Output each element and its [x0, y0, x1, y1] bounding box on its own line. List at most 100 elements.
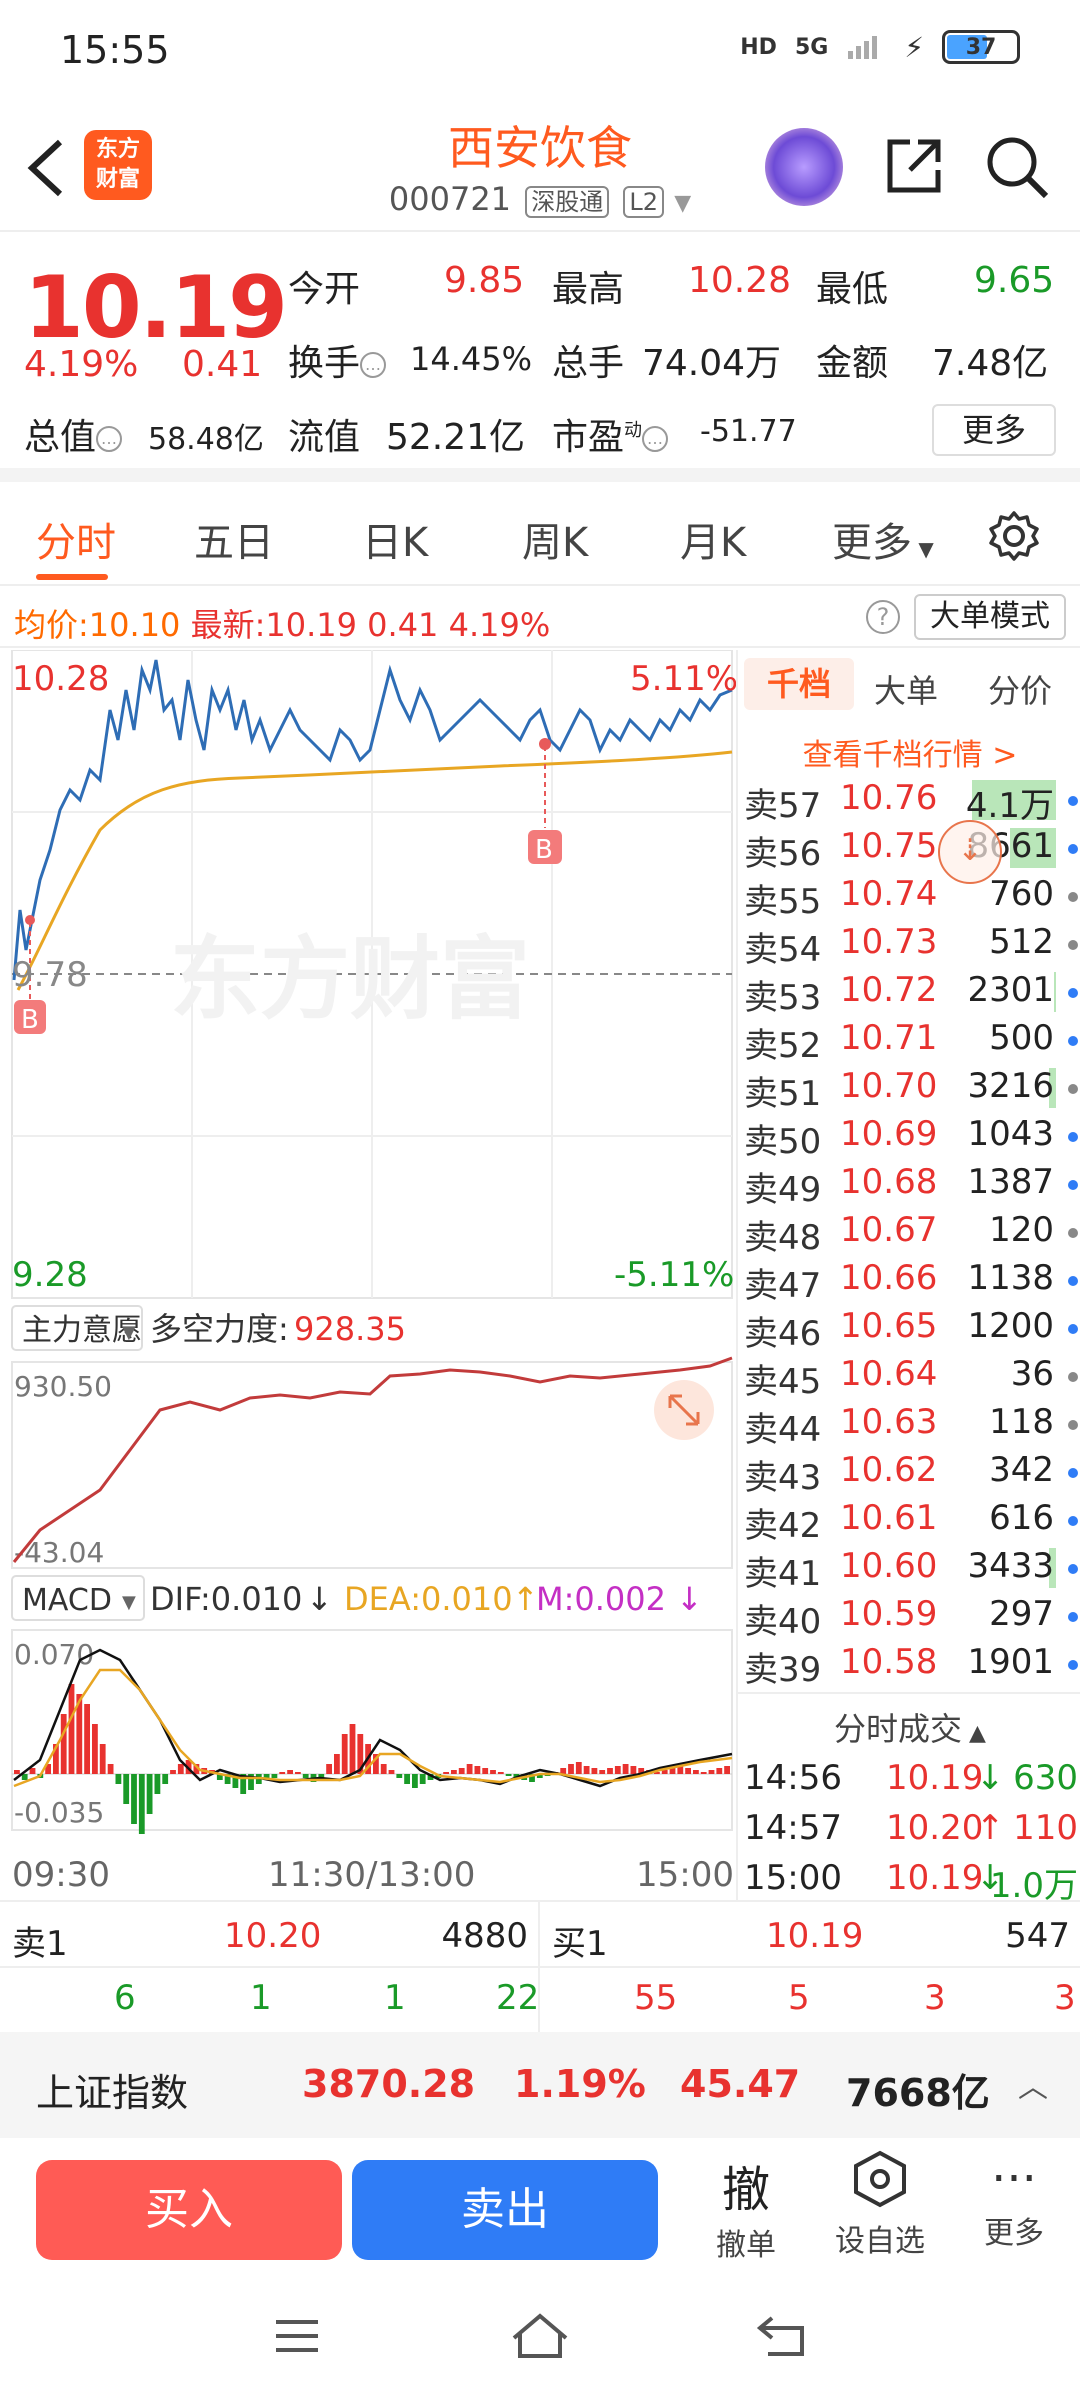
- view-levels-link[interactable]: 查看千档行情 >: [802, 738, 1018, 773]
- buy-marker[interactable]: [528, 830, 562, 864]
- indicator-select[interactable]: [11, 1305, 143, 1351]
- buy-button[interactable]: 买入: [36, 2160, 342, 2260]
- scroll-down-icon[interactable]: ⇣: [938, 820, 1002, 884]
- macd-select[interactable]: [11, 1575, 145, 1621]
- macd-bar: [513, 1774, 520, 1778]
- book-row[interactable]: 卖40 10.59 297: [744, 1594, 1078, 1642]
- cancel-order-button[interactable]: 撤 撤单: [686, 2150, 806, 2264]
- tab-daily-k[interactable]: 日K: [362, 520, 429, 566]
- book-row[interactable]: 卖45 10.64 36: [744, 1354, 1078, 1402]
- book-row[interactable]: 卖56 10.75 8661: [744, 826, 1078, 874]
- market-cap-value: 58.48亿: [148, 422, 264, 457]
- buy1-price: 10.19: [766, 1916, 864, 1956]
- level-dot: [1068, 892, 1078, 902]
- book-row[interactable]: 卖39 10.58 1901: [744, 1642, 1078, 1690]
- book-row[interactable]: 卖53 10.72 2301: [744, 970, 1078, 1018]
- macd-bar: [232, 1774, 239, 1788]
- indicator-max: 930.50: [14, 1370, 112, 1403]
- macd-bar: [443, 1772, 449, 1774]
- book-row[interactable]: 卖54 10.73 512: [744, 922, 1078, 970]
- tab-intraday[interactable]: 分时: [36, 520, 116, 566]
- level-price: 10.59: [840, 1594, 938, 1634]
- book-row[interactable]: 卖42 10.61 616: [744, 1498, 1078, 1546]
- stock-header: 东方 财富 西安饮食 000721 深股通 L2 ▼: [0, 100, 1080, 232]
- back-icon[interactable]: [22, 136, 72, 200]
- trade-direction: ↓: [976, 1758, 1005, 1798]
- menu-icon[interactable]: [272, 2316, 322, 2356]
- turnover-label: 换手…: [288, 334, 387, 386]
- order-book: 千档 大单 分价 查看千档行情 > 卖57 10.76 4.1万 卖56 10.75 86…: [736, 650, 1080, 1906]
- signal-5g-icon: 5G: [794, 34, 829, 60]
- trade-list-header[interactable]: 分时成交 ▲: [738, 1692, 1080, 1750]
- macd-bar: [724, 1766, 730, 1774]
- level-dot: [1068, 1612, 1078, 1622]
- settings-gear-icon[interactable]: [988, 510, 1040, 562]
- info-icon[interactable]: …: [360, 352, 387, 378]
- more-actions-button[interactable]: ··· 更多: [954, 2150, 1074, 2252]
- book-row[interactable]: 卖43 10.62 342: [744, 1450, 1078, 1498]
- book-row[interactable]: 卖49 10.68 1387: [744, 1162, 1078, 1210]
- tab-monthly-k[interactable]: 月K: [680, 520, 747, 566]
- book-row[interactable]: 卖55 10.74 760: [744, 874, 1078, 922]
- search-icon[interactable]: [984, 134, 1050, 200]
- ai-assistant-icon[interactable]: [765, 128, 843, 206]
- tab-more[interactable]: 更多 ▼: [832, 520, 934, 566]
- macd-bar: [708, 1770, 715, 1774]
- level-label: 卖50: [744, 1122, 822, 1162]
- high-value: 10.28: [688, 260, 792, 301]
- book-row[interactable]: 卖44 10.63 118: [744, 1402, 1078, 1450]
- level-label: 卖53: [744, 978, 822, 1018]
- back-nav-icon[interactable]: [754, 2312, 808, 2360]
- chart-mid-label: 9.78: [12, 955, 88, 995]
- intraday-chart[interactable]: 东方财富 B B 10.28 5.11% 9.78 9.28 -5.11% 主力…: [0, 650, 736, 1900]
- book-row[interactable]: 卖51 10.70 3216: [744, 1066, 1078, 1114]
- buy-marker[interactable]: [14, 1000, 46, 1034]
- book-row[interactable]: 卖52 10.71 500: [744, 1018, 1078, 1066]
- share-icon[interactable]: [882, 134, 946, 198]
- book-row[interactable]: 卖50 10.69 1043: [744, 1114, 1078, 1162]
- book-row[interactable]: 卖41 10.60 3433: [744, 1546, 1078, 1594]
- buy-count: 55: [634, 1978, 678, 2018]
- book-row[interactable]: 卖46 10.65 1200: [744, 1306, 1078, 1354]
- market-cap-label: 总值…: [24, 408, 123, 460]
- tab-price-distribution[interactable]: 分价: [988, 672, 1053, 710]
- trade-price: 10.20: [886, 1808, 984, 1848]
- stock-code-line[interactable]: 000721 深股通 L2 ▼: [0, 180, 1080, 218]
- index-value: 3870.28: [302, 2062, 476, 2106]
- sell-button[interactable]: 卖出: [352, 2160, 658, 2260]
- tab-thousand-levels[interactable]: 千档: [744, 658, 854, 710]
- chart-low-pct: -5.11%: [614, 1255, 734, 1295]
- book-row[interactable]: 卖48 10.67 120: [744, 1210, 1078, 1258]
- tab-weekly-k[interactable]: 周K: [522, 520, 589, 566]
- more-quote-button[interactable]: 更多: [932, 404, 1056, 456]
- book-row[interactable]: 卖47 10.66 1138: [744, 1258, 1078, 1306]
- macd-bar: [14, 1770, 20, 1774]
- level-price: 10.62: [840, 1450, 938, 1490]
- index-pct: 1.19%: [514, 2062, 646, 2106]
- macd-bar: [248, 1774, 254, 1790]
- big-order-mode-button[interactable]: 大单模式: [914, 594, 1066, 640]
- add-watchlist-button[interactable]: 设自选: [820, 2150, 940, 2260]
- level-price: 10.58: [840, 1642, 938, 1682]
- volume-bar: [1049, 1068, 1056, 1108]
- book-tabs: 千档 大单 分价: [738, 650, 1080, 720]
- best-quote-bar[interactable]: 卖1 10.20 4880 买1 10.19 547 6 1 1 22 55 5…: [0, 1900, 1080, 2034]
- turnover-value: 14.45%: [410, 340, 533, 378]
- macd-bar: [607, 1768, 613, 1774]
- expand-up-icon[interactable]: ︿: [1018, 2070, 1048, 2105]
- eastmoney-logo[interactable]: 东方 财富: [84, 130, 152, 200]
- home-icon[interactable]: [508, 2310, 572, 2362]
- index-ticker[interactable]: 上证指数 3870.28 1.19% 45.47 7668亿 ︿: [0, 2032, 1080, 2138]
- trade-volume: 630: [1013, 1758, 1078, 1798]
- info-icon[interactable]: …: [96, 426, 123, 452]
- float-cap-value: 52.21亿: [386, 417, 526, 458]
- tab-five-day[interactable]: 五日: [194, 520, 274, 566]
- sell-count: 22: [496, 1978, 540, 2018]
- info-icon[interactable]: …: [642, 426, 669, 452]
- active-tab-indicator: [36, 574, 108, 580]
- charging-icon: ⚡: [904, 30, 924, 64]
- tab-big-orders[interactable]: 大单: [874, 672, 939, 710]
- book-row[interactable]: 卖57 10.76 4.1万: [744, 778, 1078, 826]
- help-icon[interactable]: ?: [866, 600, 900, 634]
- stock-title: 西安饮食: [448, 121, 632, 175]
